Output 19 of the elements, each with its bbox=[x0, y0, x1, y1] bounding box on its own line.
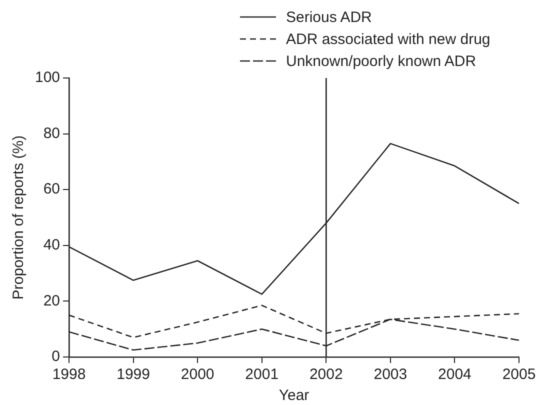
x-tick-label: 2004 bbox=[438, 366, 472, 384]
x-tick-label: 2005 bbox=[502, 366, 536, 384]
legend-label: Unknown/poorly known ADR bbox=[286, 52, 476, 70]
y-axis-title: Proportion of reports (%) bbox=[10, 135, 28, 300]
y-tick-label: 60 bbox=[43, 180, 60, 198]
x-axis-title: Year bbox=[278, 387, 310, 404]
x-tick-label: 2001 bbox=[245, 366, 279, 384]
y-tick-label: 0 bbox=[52, 348, 60, 366]
x-tick-label: 1999 bbox=[116, 366, 150, 384]
x-tick-label: 2002 bbox=[309, 366, 343, 384]
x-tick-label: 1998 bbox=[52, 366, 86, 384]
y-tick-label: 100 bbox=[34, 69, 60, 86]
y-tick-label: 80 bbox=[43, 124, 60, 142]
legend-label: Serious ADR bbox=[286, 8, 372, 26]
x-tick-label: 2003 bbox=[374, 366, 408, 384]
legend-label: ADR associated with new drug bbox=[286, 30, 490, 48]
y-tick-label: 40 bbox=[43, 236, 60, 254]
y-tick-label: 20 bbox=[43, 292, 60, 310]
x-tick-label: 2000 bbox=[180, 366, 214, 384]
